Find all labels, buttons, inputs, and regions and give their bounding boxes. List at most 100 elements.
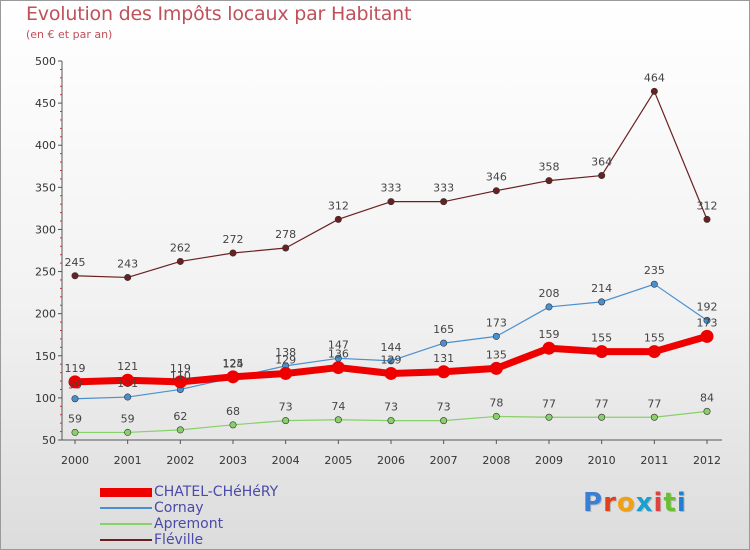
data-label: 99 (68, 379, 82, 392)
data-label: 165 (433, 323, 454, 336)
x-tick-label: 2004 (272, 454, 300, 467)
data-label: 59 (68, 412, 82, 425)
data-label: 78 (489, 396, 503, 409)
data-point (282, 417, 290, 425)
data-label: 129 (381, 353, 402, 366)
data-label: 136 (328, 348, 349, 361)
data-point (545, 413, 553, 421)
data-label: 208 (539, 287, 560, 300)
legend-swatch (100, 507, 152, 509)
data-point (331, 361, 345, 375)
data-point (279, 366, 293, 380)
data-point (334, 215, 342, 223)
data-point (595, 345, 609, 359)
legend-swatch (100, 487, 152, 497)
data-point (440, 417, 448, 425)
data-label: 312 (328, 199, 349, 212)
data-label: 73 (384, 401, 398, 414)
data-point (492, 332, 500, 340)
data-label: 119 (170, 362, 191, 375)
data-point (598, 298, 606, 306)
data-point (545, 177, 553, 185)
data-point (71, 272, 79, 280)
data-point (703, 215, 711, 223)
data-label: 235 (644, 264, 665, 277)
data-label: 346 (486, 171, 507, 184)
data-point (124, 273, 132, 281)
x-tick-label: 2001 (114, 454, 142, 467)
data-point (121, 373, 135, 387)
x-tick-label: 2012 (693, 454, 721, 467)
y-tick-label: 350 (35, 181, 56, 194)
data-label: 214 (591, 282, 612, 295)
legend-item: CHATEL-CHéHéRY (100, 484, 278, 500)
y-tick-label: 450 (35, 97, 56, 110)
data-label: 262 (170, 241, 191, 254)
legend-swatch (100, 523, 152, 525)
data-label: 245 (65, 256, 86, 269)
y-tick-label: 100 (35, 392, 56, 405)
y-tick-label: 400 (35, 139, 56, 152)
y-tick-label: 250 (35, 266, 56, 279)
data-label: 364 (591, 156, 612, 169)
data-point (650, 280, 658, 288)
data-point (334, 416, 342, 424)
logo-letter: P (583, 488, 604, 518)
data-label: 124 (223, 358, 244, 371)
data-label: 68 (226, 405, 240, 418)
x-tick-label: 2010 (588, 454, 616, 467)
data-point (700, 329, 714, 343)
y-tick-label: 150 (35, 350, 56, 363)
data-point (542, 341, 556, 355)
data-point (650, 413, 658, 421)
data-point (229, 249, 237, 257)
data-label: 73 (437, 401, 451, 414)
data-label: 59 (121, 412, 135, 425)
data-point (703, 407, 711, 415)
data-point (124, 428, 132, 436)
data-label: 159 (539, 328, 560, 341)
x-tick-label: 2009 (535, 454, 563, 467)
data-label: 119 (65, 362, 86, 375)
x-tick-label: 2002 (166, 454, 194, 467)
data-point (492, 187, 500, 195)
data-label: 110 (170, 369, 191, 382)
x-tick-label: 2005 (324, 454, 352, 467)
data-label: 77 (542, 397, 556, 410)
data-label: 173 (697, 316, 718, 329)
data-point (437, 365, 451, 379)
legend-label: Apremont (154, 516, 224, 532)
data-label: 77 (647, 397, 661, 410)
y-tick-label: 200 (35, 308, 56, 321)
data-point (440, 198, 448, 206)
data-point (384, 366, 398, 380)
data-label: 74 (331, 400, 345, 413)
logo-letter: i (676, 488, 687, 518)
data-point (440, 339, 448, 347)
data-label: 278 (275, 228, 296, 241)
data-point (545, 303, 553, 311)
data-point (71, 395, 79, 403)
data-label: 333 (433, 182, 454, 195)
data-label: 155 (644, 332, 665, 345)
data-label: 138 (275, 346, 296, 359)
data-label: 155 (591, 332, 612, 345)
chart-title: Evolution des Impôts locaux par Habitant (26, 3, 412, 25)
x-tick-label: 2000 (61, 454, 89, 467)
data-point (647, 345, 661, 359)
data-label: 121 (117, 360, 138, 373)
logo-letter: t (663, 488, 677, 518)
data-point (71, 428, 79, 436)
data-label: 62 (173, 410, 187, 423)
legend-item: Fléville (100, 532, 278, 548)
chart-subtitle: (en € et par an) (26, 28, 113, 41)
data-label: 125 (223, 357, 244, 370)
data-point (176, 257, 184, 265)
data-label: 333 (381, 182, 402, 195)
data-label: 144 (381, 341, 402, 354)
data-point (387, 417, 395, 425)
data-label: 73 (279, 401, 293, 414)
data-label: 358 (539, 161, 560, 174)
